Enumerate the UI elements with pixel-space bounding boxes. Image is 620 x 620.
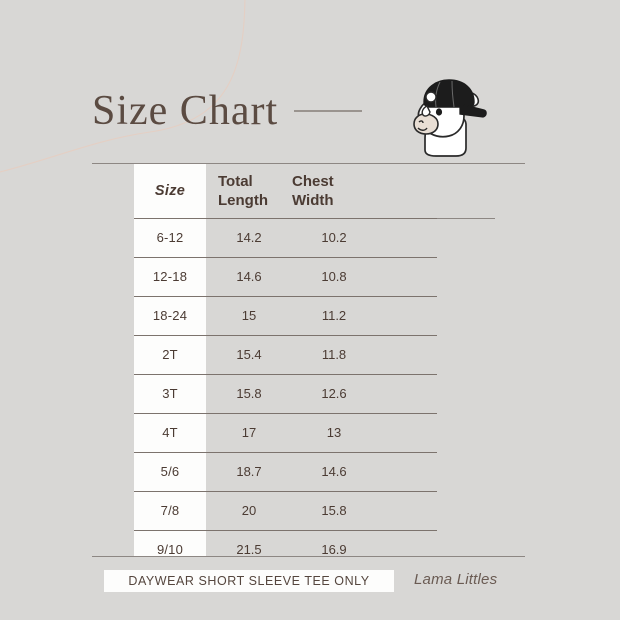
table-row-divider	[134, 218, 437, 219]
table-row: 5/6 18.7 14.6	[134, 452, 514, 491]
total-length-cell: 14.2	[236, 230, 262, 245]
table-row-divider	[134, 374, 437, 375]
total-length-cell: 15.8	[236, 386, 262, 401]
column-header-size: Size	[154, 183, 186, 199]
chest-width-cell: 11.2	[321, 308, 347, 323]
table-row: 6-12 14.2 10.2	[134, 218, 514, 257]
title-dash-divider	[294, 110, 363, 112]
total-length-cell: 21.5	[236, 542, 262, 557]
size-cell: 7/8	[160, 503, 180, 518]
total-length-cell: 18.7	[236, 464, 262, 479]
chest-width-cell: 16.9	[321, 542, 347, 557]
llama-head-with-cap-logo	[413, 79, 487, 157]
table-row-divider	[134, 491, 437, 492]
size-cell: 12-18	[152, 269, 188, 284]
table-row-divider	[134, 413, 437, 414]
chest-width-cell: 12.6	[321, 386, 347, 401]
page-title: Size Chart	[92, 88, 279, 134]
column-header-chest-width-line1: Chest	[292, 173, 334, 190]
table-row: 18-24 15 11.2	[134, 296, 514, 335]
chest-width-cell: 13	[326, 425, 342, 440]
table-row: 9/10 21.5 16.9	[134, 530, 514, 569]
table-row: 7/8 20 15.8	[134, 491, 514, 530]
table-row: 2T 15.4 11.8	[134, 335, 514, 374]
table-row-divider	[134, 530, 437, 531]
table-header-row: Size Total Length Chest Width	[134, 164, 514, 218]
column-header-total-length-line1: Total	[218, 173, 253, 190]
column-header-total-length-line2: Length	[218, 192, 268, 209]
size-chart-table: Size Total Length Chest Width 6-12 14.2 10…	[134, 164, 514, 557]
size-cell: 6-12	[156, 230, 184, 245]
daywear-note-text: DAYWEAR SHORT SLEEVE TEE ONLY	[128, 574, 370, 588]
chest-width-cell: 11.8	[321, 347, 347, 362]
table-row-divider	[134, 335, 437, 336]
chest-width-cell: 10.8	[321, 269, 347, 284]
table-row: 3T 15.8 12.6	[134, 374, 514, 413]
size-cell: 18-24	[152, 308, 188, 323]
table-row: 12-18 14.6 10.8	[134, 257, 514, 296]
column-header-chest-width: Chest Width	[280, 172, 376, 210]
table-row-divider	[134, 257, 437, 258]
table-row-divider	[134, 452, 437, 453]
chest-width-cell: 10.2	[321, 230, 347, 245]
size-column-panel	[134, 164, 206, 556]
daywear-note-badge: DAYWEAR SHORT SLEEVE TEE ONLY	[104, 570, 394, 592]
total-length-cell: 20	[241, 503, 257, 518]
total-length-cell: 14.6	[236, 269, 262, 284]
total-length-cell: 15.4	[236, 347, 262, 362]
chest-width-cell: 14.6	[321, 464, 347, 479]
page-title-row: Size Chart	[92, 82, 412, 140]
total-length-cell: 17	[241, 425, 257, 440]
size-cell: 3T	[162, 386, 178, 401]
table-top-rule	[92, 163, 525, 164]
size-cell: 2T	[162, 347, 178, 362]
chest-width-cell: 15.8	[321, 503, 347, 518]
size-cell: 4T	[162, 425, 178, 440]
brand-name: Lama Littles	[414, 571, 498, 588]
table-row: 4T 17 13	[134, 413, 514, 452]
table-row-divider	[134, 296, 437, 297]
column-header-total-length: Total Length	[206, 172, 280, 210]
size-cell: 5/6	[160, 464, 180, 479]
size-cell: 9/10	[156, 542, 184, 557]
column-header-chest-width-line2: Width	[292, 192, 334, 209]
table-bottom-rule	[92, 556, 525, 557]
total-length-cell: 15	[241, 308, 257, 323]
